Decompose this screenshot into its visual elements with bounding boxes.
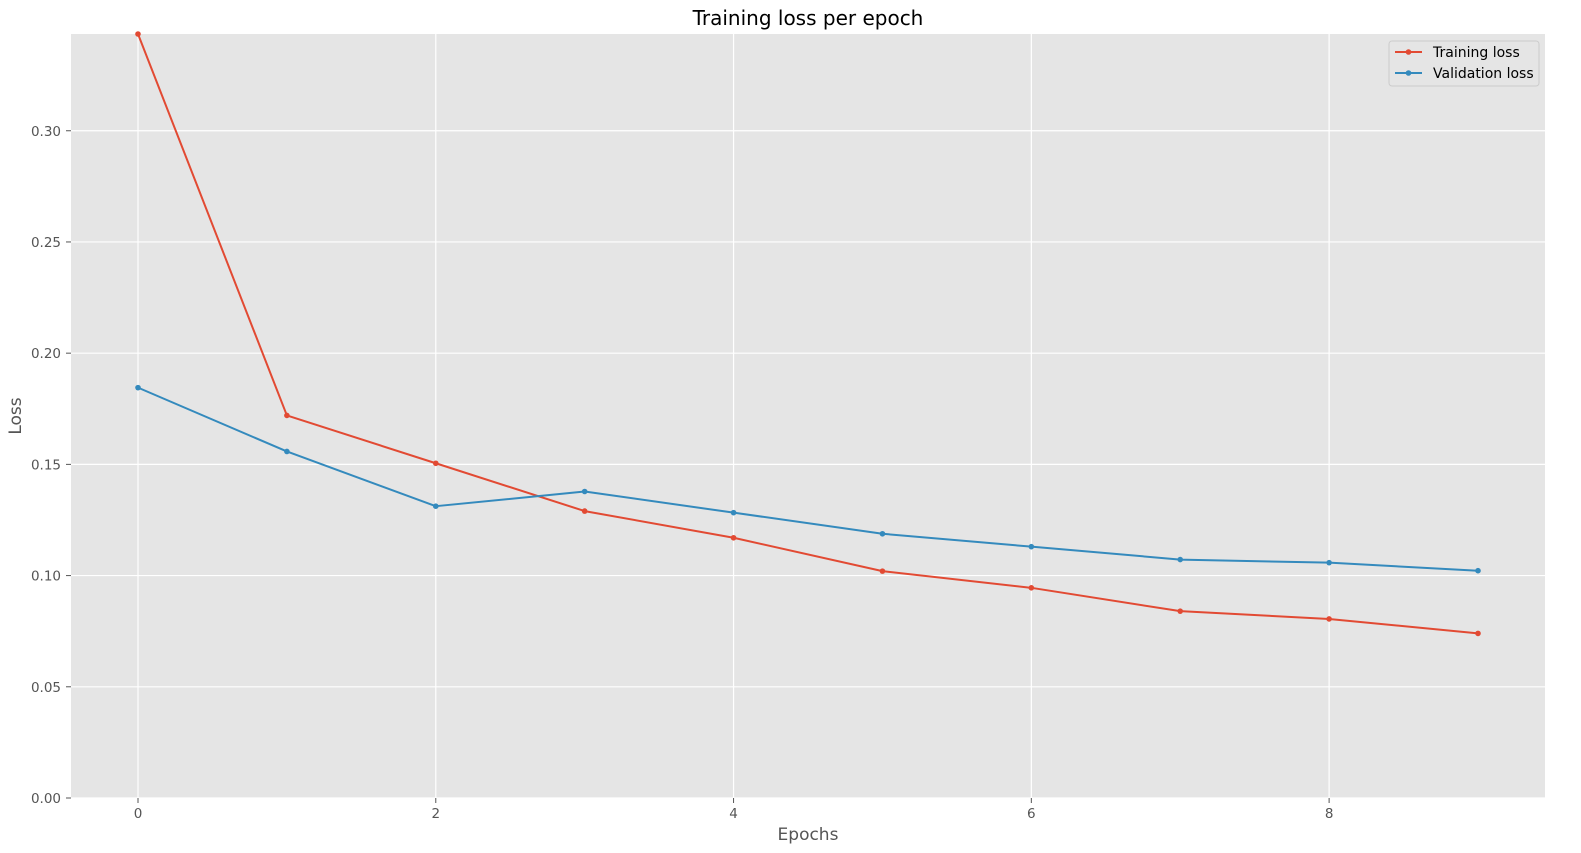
series-line-validation-loss — [137, 386, 1479, 572]
series-training-loss — [135, 31, 1481, 637]
x-tick-label: 4 — [729, 806, 738, 822]
x-axis-label: Epochs — [778, 825, 839, 845]
data-point-validation-loss — [581, 488, 588, 495]
data-point-training-loss — [1028, 585, 1035, 591]
legend-box — [1388, 40, 1540, 87]
data-point-validation-loss — [432, 503, 439, 509]
data-point-validation-loss — [1028, 543, 1035, 550]
data-point-training-loss — [135, 31, 141, 37]
y-tick-label: 0.10 — [31, 569, 61, 585]
y-tick-label: 0.30 — [31, 124, 61, 140]
series-layer — [135, 31, 1481, 637]
data-point-validation-loss — [1326, 559, 1332, 566]
data-point-validation-loss — [1177, 556, 1184, 563]
y-tick-label: 0.15 — [31, 457, 61, 473]
chart-title: Training loss per epoch — [692, 6, 924, 30]
data-point-training-loss — [432, 460, 439, 467]
legend-item-validation-loss: Validation loss — [1395, 66, 1534, 82]
data-point-training-loss — [730, 534, 737, 541]
legend-item-training-loss: Training loss — [1395, 45, 1520, 61]
data-point-validation-loss — [879, 530, 886, 537]
x-tick-label: 6 — [1027, 806, 1036, 822]
legend-marker-training-loss — [1405, 49, 1412, 55]
legend: Training loss Validation loss — [1388, 40, 1540, 87]
axis-ticks: 0 2 4 6 8 0.00 0.05 0.10 0.15 0.20 0.25 0.30 — [31, 124, 1333, 822]
data-point-training-loss — [284, 412, 290, 419]
x-tick-label: 0 — [134, 806, 143, 822]
data-point-training-loss — [1475, 630, 1481, 637]
series-validation-loss — [135, 384, 1481, 574]
y-tick-label: 0.25 — [31, 235, 61, 251]
data-point-validation-loss — [284, 448, 290, 455]
data-point-training-loss — [1326, 616, 1332, 622]
plot-area — [71, 34, 1545, 798]
y-axis-label: Loss — [6, 397, 26, 434]
data-point-validation-loss — [730, 509, 737, 516]
data-point-training-loss — [879, 568, 886, 574]
y-tick-label: 0.20 — [31, 346, 61, 362]
series-line-training-loss — [137, 33, 1479, 635]
legend-label-validation-loss: Validation loss — [1433, 66, 1534, 82]
legend-marker-validation-loss — [1405, 70, 1412, 76]
data-point-validation-loss — [1475, 567, 1481, 574]
x-tick-label: 2 — [431, 806, 440, 822]
x-tick-label: 8 — [1325, 806, 1334, 822]
data-point-validation-loss — [135, 384, 141, 391]
y-tick-label: 0.05 — [31, 680, 61, 696]
legend-label-training-loss: Training loss — [1432, 45, 1520, 61]
data-point-training-loss — [1177, 608, 1184, 614]
grid — [71, 34, 1545, 799]
data-point-training-loss — [581, 508, 588, 514]
y-tick-label: 0.00 — [31, 791, 61, 807]
